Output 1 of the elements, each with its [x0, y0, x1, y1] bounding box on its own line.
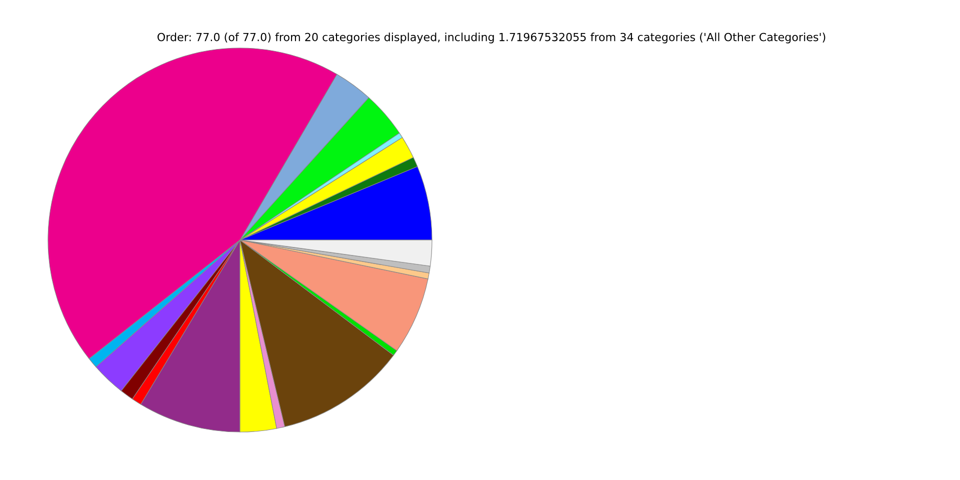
text: Order: 77.0 (of 77.0) from 20 categories displayed, including 1.71967532055 from 34 categories ('All Other Categories'): [158, 32, 826, 44]
